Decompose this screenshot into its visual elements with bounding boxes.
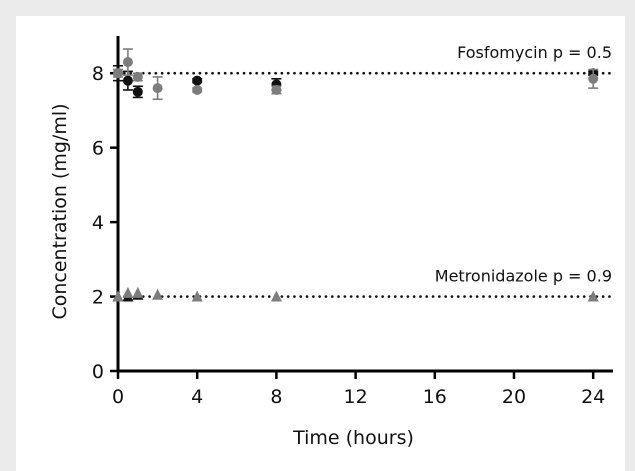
data-point-triangle [122, 286, 134, 298]
x-tick-label: 0 [112, 386, 124, 408]
fosfomycin-annotation: Fosfomycin p = 0.5 [457, 43, 612, 62]
data-point-circle [132, 71, 143, 82]
x-tick-label: 12 [344, 386, 368, 408]
x-axis-title: Time (hours) [292, 427, 414, 449]
data-point-triangle [191, 290, 203, 302]
data-point-circle [192, 84, 203, 95]
data-point-triangle [112, 290, 124, 302]
y-tick-label: 4 [92, 212, 104, 234]
data-point-triangle [152, 288, 164, 300]
data-point-triangle [132, 286, 144, 298]
x-tick-label: 8 [270, 386, 282, 408]
y-axis-title: Concentration (mg/ml) [49, 103, 71, 319]
x-tick-label: 4 [191, 386, 203, 408]
data-point-triangle [587, 290, 599, 302]
data-point-circle [152, 83, 163, 94]
x-tick-label: 24 [581, 386, 605, 408]
data-point-circle [122, 57, 133, 68]
chart-panel: 0 2 4 6 8 0 4 8 12 16 20 24 Time (hours) Concentrat… [16, 16, 625, 471]
data-point-circle [271, 84, 282, 95]
data-point-circle [588, 73, 599, 84]
data-point-circle [113, 68, 123, 79]
y-tick-label: 6 [92, 138, 104, 160]
data-point-circle [192, 75, 203, 86]
y-tick-label: 0 [92, 361, 104, 383]
data-point-circle [132, 86, 143, 97]
data-points [112, 48, 599, 302]
x-tick-label: 16 [423, 386, 447, 408]
data-point-circle [122, 75, 133, 86]
data-point-triangle [270, 290, 282, 302]
y-tick-label: 8 [92, 63, 104, 85]
reference-lines [116, 71, 615, 298]
x-tick-label: 20 [502, 386, 526, 408]
metronidazole-annotation: Metronidazole p = 0.9 [435, 267, 612, 286]
axes [110, 36, 613, 379]
y-tick-label: 2 [92, 287, 104, 309]
